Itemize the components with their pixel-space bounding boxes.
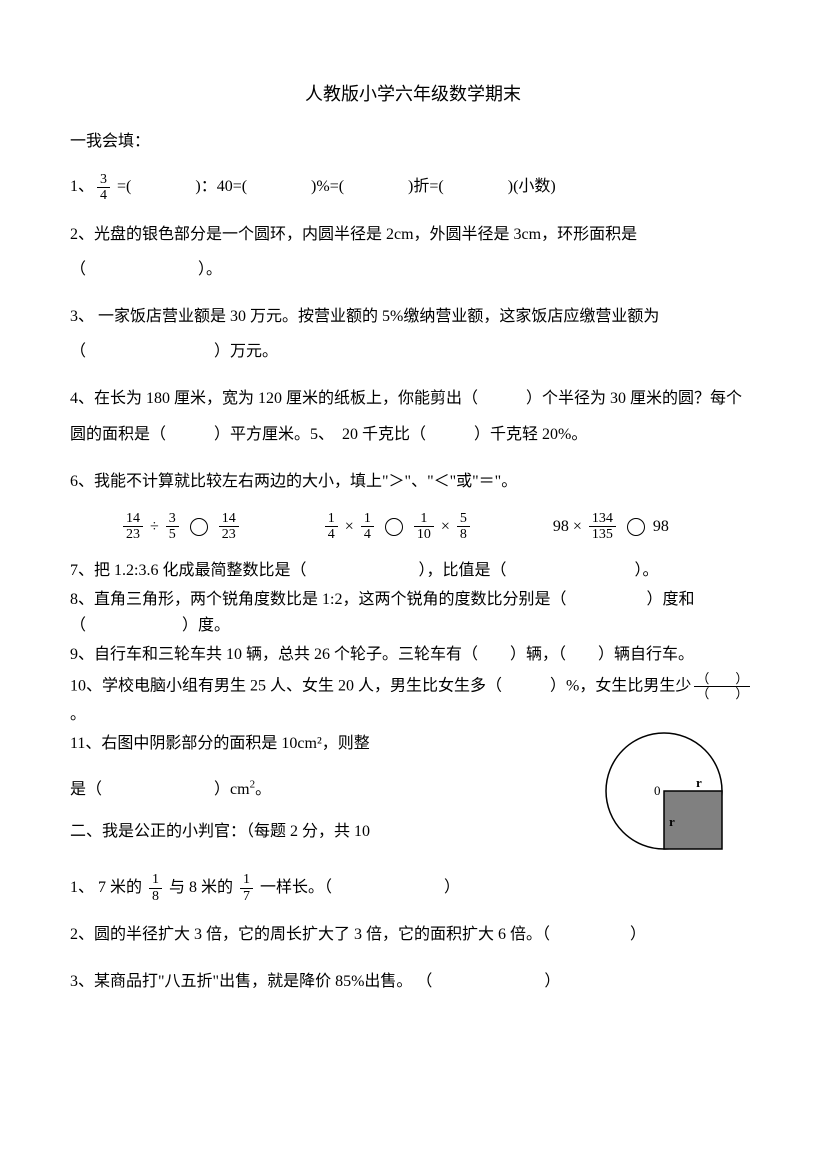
math-group-1: 1423 ÷ 35 1423 (120, 511, 242, 543)
diagram-origin-label: 0 (654, 783, 661, 798)
blank-fraction: （ ）（ ） (694, 672, 750, 702)
question-11-container: 11、右图中阴影部分的面积是 10cm²，则整 是（ ）cm2。 二、我是公正的… (70, 731, 756, 870)
q1-text: =( )：40=( )%=( )折=( )(小数) (113, 178, 556, 195)
question-3: 3、 一家饭店营业额是 30 万元。按营业额的 5%缴纳营业额，这家饭店应缴营业… (70, 299, 756, 369)
circle-square-diagram: 0 r r (596, 731, 756, 870)
compare-circle-icon (190, 518, 208, 536)
question-7: 7、把 1.2:3.6 化成最简整数比是（ ），比值是（ ）。 (70, 558, 756, 584)
math-group-2: 14 × 14 110 × 58 (322, 511, 473, 543)
section2-question-1: 1、 7 米的 18 与 8 米的 17 一样长。（ ） (70, 870, 756, 905)
section2-question-2: 2、圆的半径扩大 3 倍，它的周长扩大了 3 倍，它的面积扩大 6 倍。（ ） (70, 917, 756, 952)
question-8: 8、直角三角形，两个锐角度数比是 1:2，这两个锐角的度数比分别是（ ）度和（ … (70, 587, 756, 638)
q1-prefix: 1、 (70, 178, 94, 195)
page-title: 人教版小学六年级数学期末 (70, 80, 756, 109)
question-9: 9、自行车和三轮车共 10 辆，总共 26 个轮子。三轮车有（ ）辆，（ ）辆自… (70, 642, 756, 668)
question-10: 10、学校电脑小组有男生 25 人、女生 20 人，男生比女生多（ ）%，女生比… (70, 672, 756, 727)
question-4-5: 4、在长为 180 厘米，宽为 120 厘米的纸板上，你能剪出（ ）个半径为 3… (70, 381, 756, 451)
question-1: 1、34 =( )：40=( )%=( )折=( )(小数) (70, 169, 756, 204)
section2-header: 二、我是公正的小判官：（每题 2 分，共 10 (70, 819, 586, 845)
question-11-line1: 11、右图中阴影部分的面积是 10cm²，则整 (70, 731, 586, 757)
question-6: 6、我能不计算就比较左右两边的大小，填上"＞"、"＜"或"＝"。 (70, 464, 756, 499)
question-11-line2: 是（ ）cm2。 (70, 772, 586, 807)
question-2: 2、光盘的银色部分是一个圆环，内圆半径是 2cm，外圆半径是 3cm，环形面积是… (70, 217, 756, 287)
diagram-r-label-top: r (696, 775, 702, 790)
compare-circle-icon (627, 518, 645, 536)
math-comparison-row: 1423 ÷ 35 1423 14 × 14 110 × 58 98 × 134… (70, 511, 756, 543)
section2-question-3: 3、某商品打"八五折"出售，就是降价 85%出售。 （ ） (70, 964, 756, 999)
math-group-3: 98 × 134135 98 (553, 511, 669, 543)
section1-header: 一我会填： (70, 129, 756, 155)
compare-circle-icon (385, 518, 403, 536)
q1-fraction: 34 (97, 172, 110, 204)
diagram-r-label-left: r (669, 814, 675, 829)
